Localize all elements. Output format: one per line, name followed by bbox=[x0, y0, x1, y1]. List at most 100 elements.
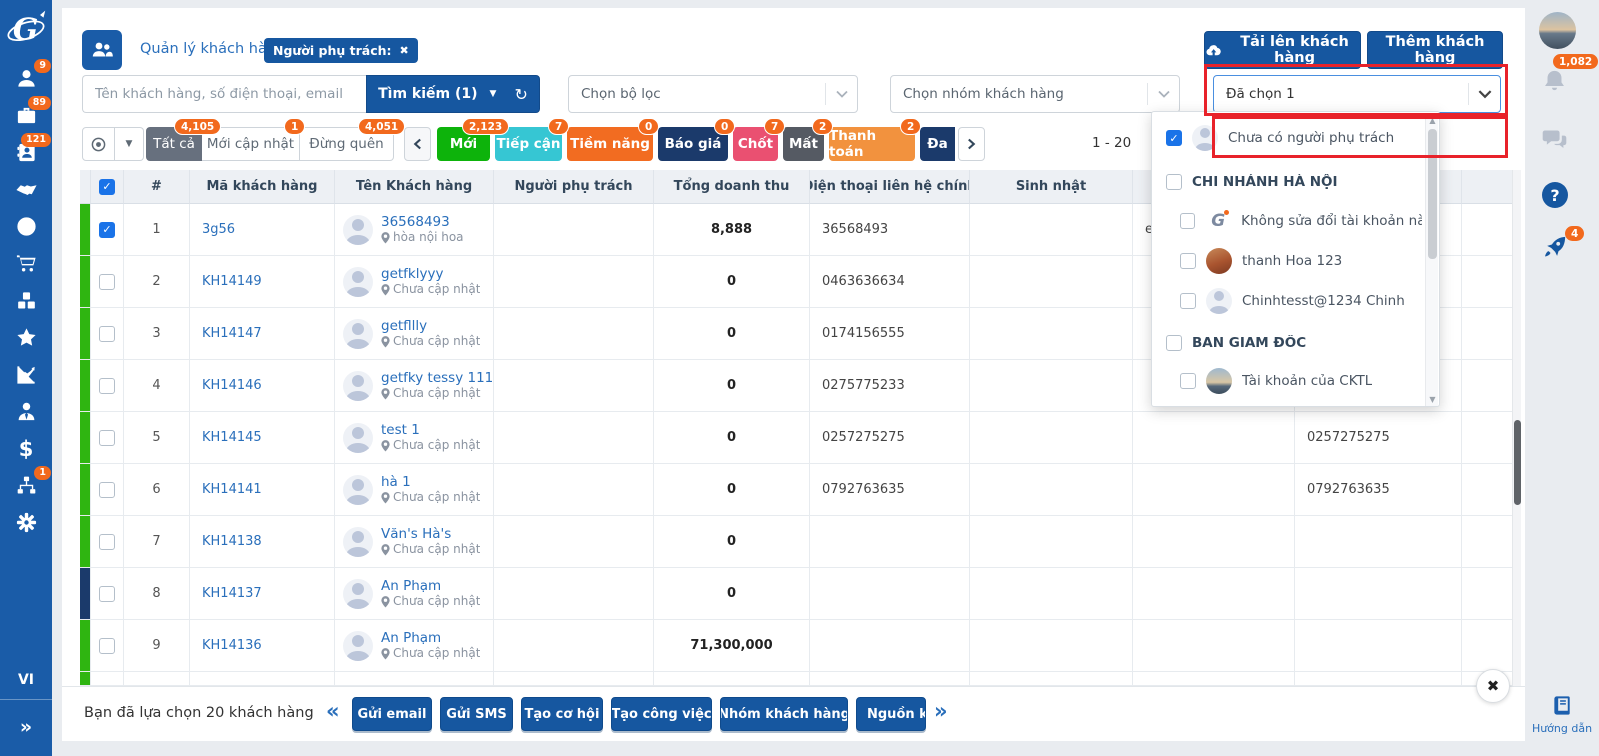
row-checkbox[interactable] bbox=[99, 326, 115, 342]
customer-name-link[interactable]: An Phạm bbox=[381, 578, 480, 595]
sidebar-item-targets[interactable] bbox=[0, 208, 52, 245]
row-checkbox[interactable]: ✓ bbox=[99, 222, 115, 238]
customer-name-link[interactable]: hà 1 bbox=[381, 474, 480, 491]
guide-link[interactable]: Hướng dẫn bbox=[1525, 694, 1599, 735]
search-input[interactable] bbox=[82, 75, 366, 113]
group-checkbox[interactable] bbox=[1166, 335, 1182, 351]
user-avatar[interactable] bbox=[1539, 12, 1576, 49]
dropdown-group-hanoi-branch[interactable]: CHI NHÁNH HÀ NỘI bbox=[1152, 169, 1422, 195]
dropdown-scrollbar[interactable]: ▲ ▼ bbox=[1425, 113, 1438, 407]
col-header-index[interactable]: # bbox=[124, 170, 190, 204]
group-checkbox[interactable] bbox=[1166, 174, 1182, 190]
sidebar-item-organization[interactable]: 1 bbox=[0, 467, 52, 504]
row-checkbox[interactable] bbox=[99, 274, 115, 290]
refresh-icon[interactable]: ↻ bbox=[514, 85, 527, 104]
dropdown-item-user[interactable]: G Không sửa đổi tài khoản này bbox=[1152, 206, 1422, 236]
table-scrollbar[interactable] bbox=[1512, 170, 1521, 686]
filter-select[interactable]: Chọn bộ lọc bbox=[568, 75, 858, 113]
table-row[interactable]: 6 KH14141 hà 1Chưa cập nhật 0 0792763635… bbox=[80, 464, 1520, 516]
customer-code-link[interactable]: 3g56 bbox=[202, 222, 235, 237]
tab-status-truncated[interactable]: Đa bbox=[920, 127, 955, 161]
scrollbar-thumb[interactable] bbox=[1428, 129, 1437, 259]
select-options-caret-button[interactable]: ▼ bbox=[115, 127, 144, 161]
customer-name-link[interactable]: 36568493 bbox=[381, 214, 464, 231]
col-header-assignee[interactable]: Người phụ trách bbox=[494, 170, 654, 204]
sidebar-item-settings[interactable] bbox=[0, 504, 52, 541]
sidebar-item-products[interactable] bbox=[0, 282, 52, 319]
table-row[interactable]: 8 KH14137 An PhạmChưa cập nhật 0 bbox=[80, 568, 1520, 620]
chevrons-right-icon[interactable]: » bbox=[934, 699, 948, 723]
item-checkbox[interactable] bbox=[1180, 253, 1196, 269]
rocket-button[interactable] bbox=[1541, 234, 1568, 265]
dropdown-item-user[interactable]: Tài khoản của CKTL bbox=[1152, 366, 1422, 396]
row-checkbox[interactable] bbox=[99, 378, 115, 394]
sidebar-item-reports[interactable] bbox=[0, 356, 52, 393]
sidebar-expand-icon[interactable]: » bbox=[0, 716, 52, 738]
module-icon-button[interactable] bbox=[82, 30, 122, 70]
scroll-down-icon[interactable]: ▼ bbox=[1426, 393, 1439, 406]
scrollbar-thumb[interactable] bbox=[1514, 420, 1521, 505]
customer-name-link[interactable]: Văn's Hà's bbox=[381, 526, 480, 543]
table-row[interactable]: 9 KH14136 An PhạmChưa cập nhật 71,300,00… bbox=[80, 620, 1520, 672]
send-sms-button[interactable]: Gửi SMS bbox=[440, 697, 513, 731]
customer-group-select[interactable]: Chọn nhóm khách hàng bbox=[890, 75, 1180, 113]
dropdown-group-board[interactable]: BAN GIAM ĐỐC bbox=[1152, 330, 1422, 356]
col-header-phone[interactable]: Điện thoại liên hệ chính bbox=[810, 170, 970, 204]
select-all-radio-button[interactable] bbox=[82, 127, 115, 161]
chevrons-left-icon[interactable]: « bbox=[326, 699, 340, 723]
upload-customers-button[interactable]: Tải lên khách hàng bbox=[1204, 31, 1361, 69]
row-checkbox[interactable] bbox=[99, 482, 115, 498]
sidebar-item-customers[interactable]: 9 bbox=[0, 60, 52, 97]
sidebar-item-orders[interactable] bbox=[0, 245, 52, 282]
dropdown-item-user[interactable]: Chinhtesst@1234 Chinh bbox=[1152, 286, 1422, 316]
sidebar-item-finance[interactable]: $ bbox=[0, 430, 52, 467]
scroll-up-icon[interactable]: ▲ bbox=[1426, 114, 1439, 127]
add-customer-button[interactable]: Thêm khách hàng bbox=[1367, 31, 1503, 69]
row-checkbox[interactable] bbox=[99, 586, 115, 602]
customer-name-link[interactable]: test 1 bbox=[381, 422, 480, 439]
select-all-checkbox[interactable]: ✓ bbox=[99, 179, 115, 195]
table-row[interactable]: 7 KH14138 Văn's Hà'sChưa cập nhật 0 bbox=[80, 516, 1520, 568]
chevron-down-icon[interactable]: ▼ bbox=[490, 89, 497, 99]
tabs-scroll-right-button[interactable] bbox=[958, 127, 985, 161]
notifications-bell-button[interactable] bbox=[1541, 68, 1568, 99]
customer-group-button[interactable]: Nhóm khách hàng bbox=[720, 697, 848, 731]
tabs-scroll-left-button[interactable] bbox=[404, 127, 431, 161]
row-checkbox[interactable] bbox=[99, 430, 115, 446]
sidebar-item-contacts[interactable]: 121 bbox=[0, 134, 52, 171]
row-checkbox[interactable] bbox=[99, 534, 115, 550]
customer-name-link[interactable]: getfklyyy bbox=[381, 266, 480, 283]
customer-name-link[interactable]: An Phạm bbox=[381, 630, 480, 647]
customer-code-link[interactable]: KH14147 bbox=[202, 326, 262, 341]
help-button[interactable]: ? bbox=[1542, 182, 1568, 208]
customer-code-link[interactable]: KH14137 bbox=[202, 586, 262, 601]
assignee-select[interactable]: Đã chọn 1 bbox=[1213, 75, 1501, 113]
customer-code-link[interactable]: KH14138 bbox=[202, 534, 262, 549]
chip-close-icon[interactable]: ✖ bbox=[400, 44, 409, 57]
row-checkbox[interactable] bbox=[99, 638, 115, 654]
customer-code-link[interactable]: KH14145 bbox=[202, 430, 262, 445]
source-button[interactable]: Nguồn k bbox=[856, 697, 926, 731]
send-email-button[interactable]: Gửi email bbox=[352, 697, 432, 731]
col-header-code[interactable]: Mã khách hàng bbox=[190, 170, 335, 204]
language-toggle[interactable]: VI bbox=[0, 672, 52, 688]
customer-name-link[interactable]: getfllly bbox=[381, 318, 480, 335]
dropdown-item-unassigned[interactable]: ✓ Chưa có người phụ trách bbox=[1152, 122, 1422, 154]
sidebar-item-deals[interactable]: 89 bbox=[0, 97, 52, 134]
table-row[interactable]: 5 KH14145 test 1Chưa cập nhật 0 02572752… bbox=[80, 412, 1520, 464]
customer-code-link[interactable]: KH14146 bbox=[202, 378, 262, 393]
close-action-bar-button[interactable]: ✖ bbox=[1476, 669, 1510, 703]
create-task-button[interactable]: Tạo công việc bbox=[611, 697, 712, 731]
customer-code-link[interactable]: KH14136 bbox=[202, 638, 262, 653]
col-header-birthday[interactable]: Sinh nhật bbox=[970, 170, 1133, 204]
chat-button[interactable] bbox=[1541, 126, 1568, 157]
customer-name-link[interactable]: getfky tessy 1111 bbox=[381, 370, 493, 387]
item-checkbox[interactable] bbox=[1180, 373, 1196, 389]
item-checkbox[interactable] bbox=[1180, 213, 1195, 229]
col-header-name[interactable]: Tên Khách hàng bbox=[335, 170, 494, 204]
search-button[interactable]: Tìm kiếm (1) ▼ ↻ bbox=[366, 75, 540, 113]
item-checkbox[interactable] bbox=[1180, 293, 1196, 309]
item-checkbox[interactable]: ✓ bbox=[1166, 130, 1182, 146]
sidebar-item-favorites[interactable] bbox=[0, 319, 52, 356]
sidebar-item-opportunities[interactable] bbox=[0, 171, 52, 208]
